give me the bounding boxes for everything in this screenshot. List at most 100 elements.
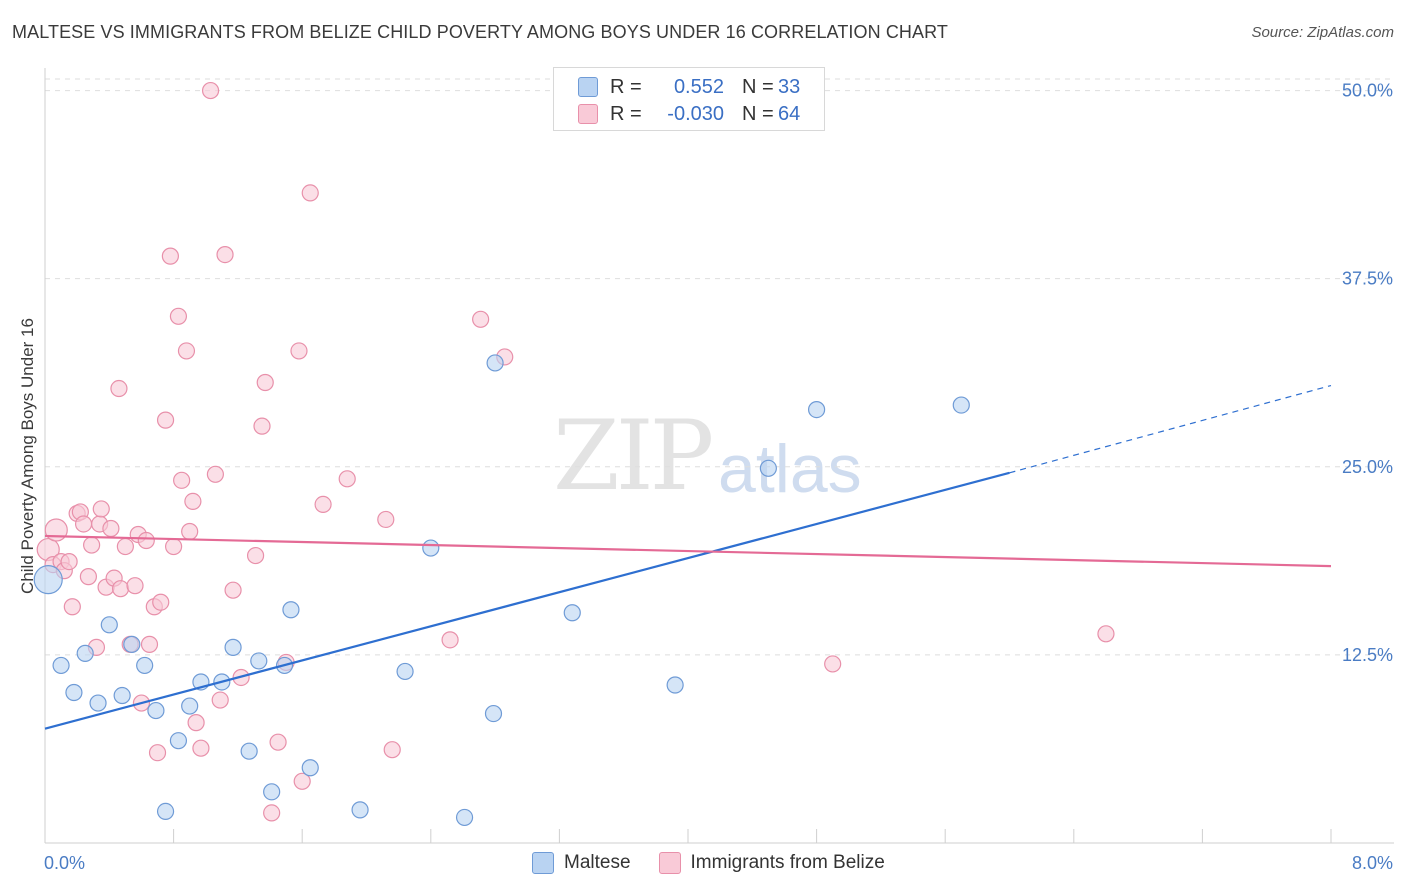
r-value-maltese: 0.552 xyxy=(673,75,724,98)
belize-point xyxy=(211,691,229,709)
grid-lines xyxy=(45,78,1394,656)
belize-point xyxy=(206,465,224,483)
y-tick-label: 25.0% xyxy=(1342,457,1393,477)
n-label: N = xyxy=(742,102,774,125)
maltese-point xyxy=(952,396,970,414)
maltese-point xyxy=(224,638,242,656)
belize-legend-swatch xyxy=(658,852,681,874)
belize-point xyxy=(63,598,81,616)
maltese-point xyxy=(807,401,826,419)
maltese-point xyxy=(486,354,504,372)
n-value-maltese: 33 xyxy=(778,75,801,98)
maltese-point xyxy=(76,644,94,662)
belize-point xyxy=(441,631,459,649)
belize-point xyxy=(314,495,332,514)
chart-title: MALTESE VS IMMIGRANTS FROM BELIZE CHILD … xyxy=(12,22,949,42)
maltese-point xyxy=(666,676,684,694)
belize-swatch xyxy=(578,104,598,124)
maltese-point xyxy=(396,662,414,681)
belize-point xyxy=(74,515,93,533)
n-label: N = xyxy=(742,75,774,98)
belize-point xyxy=(192,739,210,757)
belize-legend-label: Immigrants from Belize xyxy=(690,852,885,873)
belize-point xyxy=(92,500,110,518)
maltese-point xyxy=(136,656,154,675)
tick-labels: 12.5% 25.0% 37.5% 50.0% 0.0% 8.0% xyxy=(44,81,1393,873)
maltese-swatch xyxy=(578,77,598,97)
maltese-point xyxy=(113,686,131,705)
belize-point xyxy=(83,536,101,554)
belize-point xyxy=(246,546,265,565)
belize-point xyxy=(290,342,308,360)
belize-point xyxy=(824,655,842,673)
belize-point xyxy=(224,581,242,599)
belize-point xyxy=(148,744,167,762)
belize-point xyxy=(181,522,199,541)
y-tick-label: 37.5% xyxy=(1342,269,1393,289)
belize-point xyxy=(161,247,179,265)
maltese-point xyxy=(169,732,188,750)
axes xyxy=(44,68,1394,844)
maltese-point xyxy=(100,616,118,634)
belize-point xyxy=(79,568,98,586)
maltese-point xyxy=(65,683,83,702)
maltese-points xyxy=(33,354,970,827)
x-tick-label: 0.0% xyxy=(44,853,85,873)
maltese-point xyxy=(301,759,319,777)
maltese-point xyxy=(33,565,63,595)
correlation-legend: R = 0.552 N = 33 R = -0.030 N = 64 xyxy=(553,67,825,131)
belize-point xyxy=(169,307,188,325)
belize-points xyxy=(36,81,1115,822)
maltese-point xyxy=(89,694,107,712)
belize-point xyxy=(184,492,202,510)
belize-point xyxy=(383,741,401,759)
trend-lines xyxy=(44,384,1332,730)
belize-point xyxy=(173,471,191,489)
legend-item-maltese[interactable]: Maltese xyxy=(532,852,631,874)
belize-point xyxy=(472,310,490,328)
belize-trend-line xyxy=(44,534,1332,568)
maltese-point xyxy=(455,808,474,827)
legend-row-belize: R = -0.030 N = 64 xyxy=(578,102,800,126)
watermark-atlas: atlas xyxy=(718,431,862,507)
belize-point xyxy=(263,804,281,822)
maltese-point xyxy=(282,601,300,619)
belize-point xyxy=(126,577,144,595)
maltese-legend-label: Maltese xyxy=(564,852,631,873)
maltese-point xyxy=(759,459,777,477)
watermark-zip: ZIP xyxy=(553,400,714,512)
belize-point xyxy=(177,342,196,360)
source-label: Source: ZipAtlas.com xyxy=(1251,24,1394,41)
legend-row-maltese: R = 0.552 N = 33 xyxy=(578,75,800,99)
maltese-point xyxy=(351,801,369,819)
maltese-trend-extension xyxy=(1009,384,1332,474)
y-tick-label: 50.0% xyxy=(1342,81,1393,101)
maltese-point xyxy=(250,652,268,670)
belize-point xyxy=(256,373,274,392)
maltese-point xyxy=(422,539,440,557)
belize-point xyxy=(140,635,159,653)
maltese-point xyxy=(563,604,581,622)
r-label: R = xyxy=(610,102,642,125)
maltese-point xyxy=(263,783,281,801)
maltese-point xyxy=(240,742,258,760)
r-value-belize: -0.030 xyxy=(667,102,724,125)
belize-point xyxy=(187,714,205,732)
maltese-point xyxy=(156,802,175,820)
n-value-belize: 64 xyxy=(778,102,801,125)
belize-point xyxy=(201,81,220,100)
maltese-point xyxy=(484,704,503,723)
maltese-point xyxy=(52,656,70,675)
belize-point xyxy=(156,411,175,429)
belize-point xyxy=(111,580,130,598)
belize-point xyxy=(269,733,287,751)
belize-point xyxy=(216,246,234,264)
legend-item-belize[interactable]: Immigrants from Belize xyxy=(658,852,885,874)
belize-point xyxy=(338,470,356,488)
belize-point xyxy=(137,531,155,550)
belize-point xyxy=(377,510,395,529)
maltese-point xyxy=(147,701,165,720)
maltese-point xyxy=(181,697,199,715)
belize-point xyxy=(152,593,170,611)
